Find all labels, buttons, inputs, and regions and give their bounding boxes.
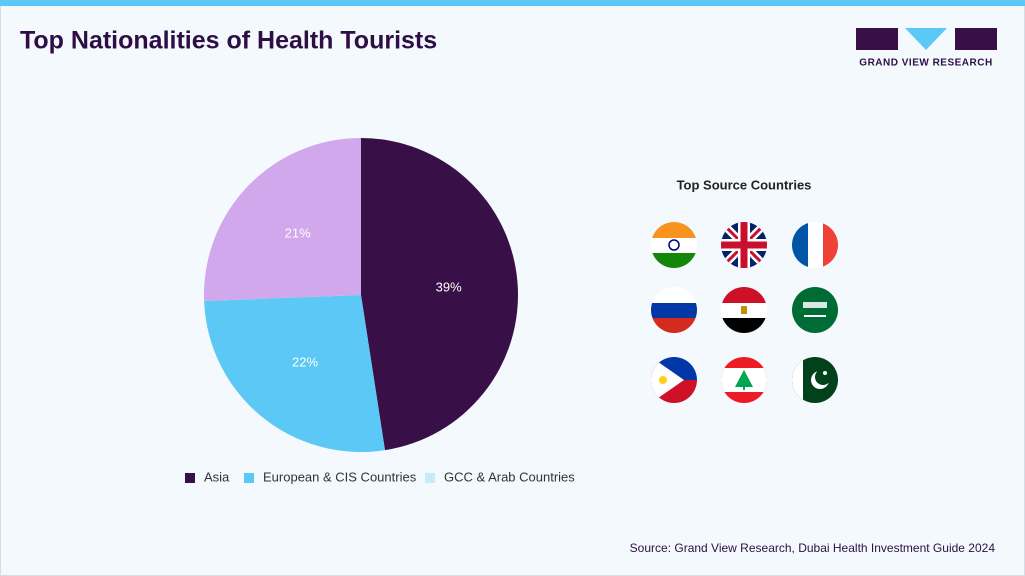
legend-swatch	[185, 473, 195, 483]
flag-part	[721, 287, 767, 303]
data-label: 21%	[285, 225, 311, 240]
flag-part	[735, 370, 753, 387]
flag-egypt	[721, 287, 767, 333]
legend-label: GCC & Arab Countries	[444, 469, 575, 484]
flag-russia	[651, 287, 697, 333]
data-label: 39%	[436, 280, 462, 295]
top-bar	[0, 0, 1025, 6]
logo-block	[856, 28, 898, 50]
flag-part	[651, 303, 697, 318]
flag-part	[651, 357, 684, 403]
flag-part	[823, 371, 827, 375]
flag-part	[721, 318, 767, 333]
flag-part	[804, 315, 826, 317]
logo-block	[955, 28, 997, 50]
pie-slice	[361, 138, 519, 451]
flag-part	[792, 222, 808, 268]
flag-part	[668, 239, 680, 251]
flag-part	[651, 318, 697, 333]
flag-part	[792, 357, 803, 403]
flag-part	[792, 287, 838, 333]
flag-part	[743, 387, 745, 390]
flag-part	[823, 222, 838, 268]
flag-saudi	[792, 287, 838, 333]
flag-lebanon	[721, 357, 767, 403]
legend-swatch	[244, 473, 254, 483]
flag-part	[803, 302, 827, 308]
flag-part	[651, 222, 697, 238]
flag-part	[651, 287, 697, 303]
flag-part	[815, 369, 831, 385]
flag-part	[808, 222, 823, 268]
flag-france	[792, 222, 838, 268]
page-title: Top Nationalities of Health Tourists	[20, 27, 437, 55]
flag-pakistan	[792, 357, 838, 403]
flag-part	[651, 238, 697, 253]
logo: GRAND VIEW RESEARCH	[856, 28, 997, 69]
panel-title: Top Source Countries	[677, 177, 812, 192]
logo-text: GRAND VIEW RESEARCH	[859, 58, 992, 69]
flag-part	[721, 222, 767, 268]
legend-label: European & CIS Countries	[263, 469, 417, 484]
source-note: Source: Grand View Research, Dubai Healt…	[630, 541, 996, 555]
flag-uk	[721, 222, 767, 268]
pie-slice	[204, 295, 385, 453]
flag-part	[741, 306, 747, 314]
flag-part	[659, 376, 667, 384]
flag-part	[651, 253, 697, 268]
legend-swatch	[425, 473, 435, 483]
logo-block	[905, 28, 947, 50]
flag-philippines	[651, 357, 697, 403]
flag-india	[651, 222, 697, 268]
data-label: 22%	[292, 354, 318, 369]
pie-slice	[203, 138, 361, 302]
legend-label: Asia	[204, 469, 230, 484]
